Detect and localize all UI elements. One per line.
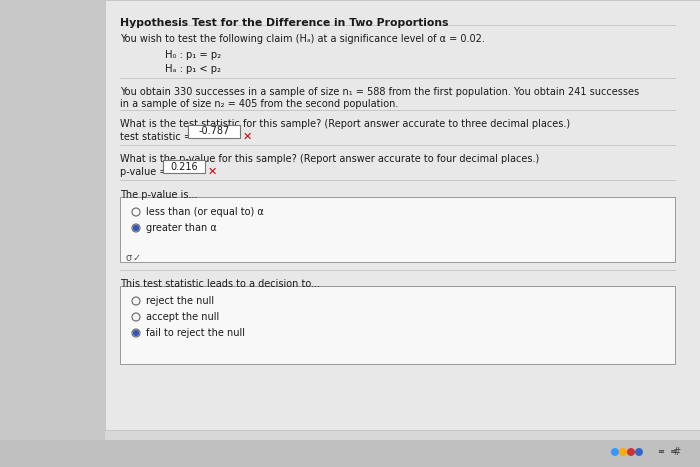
FancyBboxPatch shape [163,160,205,173]
Text: test statistic =: test statistic = [120,132,195,142]
Text: What is the p-value for this sample? (Report answer accurate to four decimal pla: What is the p-value for this sample? (Re… [120,154,539,164]
Text: less than (or equal to) α: less than (or equal to) α [146,207,264,217]
Text: The p-value is...: The p-value is... [120,190,197,200]
Text: σ: σ [125,253,131,263]
Circle shape [611,448,619,456]
Text: ✕: ✕ [243,132,253,142]
FancyBboxPatch shape [120,286,675,364]
FancyBboxPatch shape [120,197,675,262]
Text: accept the null: accept the null [146,312,219,322]
Text: -0.787: -0.787 [198,127,230,136]
Text: 0.216: 0.216 [170,162,198,171]
Text: fail to reject the null: fail to reject the null [146,328,245,338]
Text: greater than α: greater than α [146,223,217,233]
FancyBboxPatch shape [188,125,240,138]
Text: ≡  ≡: ≡ ≡ [658,447,678,457]
Text: p-value =: p-value = [120,167,171,177]
FancyBboxPatch shape [0,440,700,467]
Text: #: # [672,447,680,457]
Circle shape [134,331,139,335]
Text: Hypothesis Test for the Difference in Two Proportions: Hypothesis Test for the Difference in Tw… [120,18,449,28]
Text: ✕: ✕ [208,167,218,177]
FancyBboxPatch shape [105,0,700,430]
Text: in a sample of size n₂ = 405 from the second population.: in a sample of size n₂ = 405 from the se… [120,99,398,109]
Text: reject the null: reject the null [146,296,214,306]
Circle shape [619,448,627,456]
Text: What is the test statistic for this sample? (Report answer accurate to three dec: What is the test statistic for this samp… [120,119,570,129]
Text: You obtain 330 successes in a sample of size n₁ = 588 from the first population.: You obtain 330 successes in a sample of … [120,87,639,97]
FancyBboxPatch shape [0,0,105,467]
Text: H₀ : p₁ = p₂: H₀ : p₁ = p₂ [165,50,221,60]
Circle shape [627,448,635,456]
Text: Hₐ : p₁ < p₂: Hₐ : p₁ < p₂ [165,64,221,74]
Text: ✓: ✓ [133,253,141,263]
Circle shape [635,448,643,456]
Text: This test statistic leads to a decision to...: This test statistic leads to a decision … [120,279,320,289]
Text: You wish to test the following claim (Hₐ) at a significance level of α = 0.02.: You wish to test the following claim (Hₐ… [120,34,485,44]
Circle shape [134,226,139,231]
